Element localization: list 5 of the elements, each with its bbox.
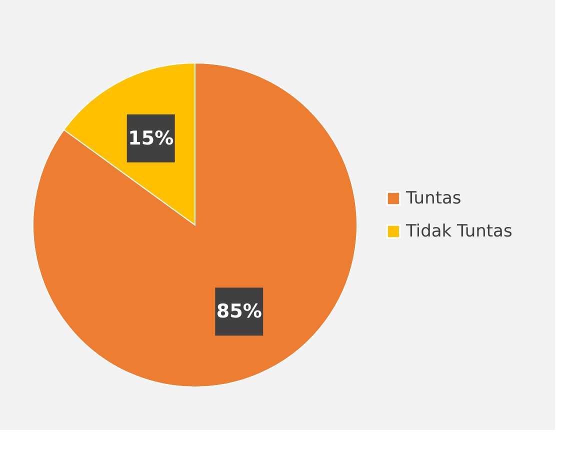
legend-label: Tidak Tuntas <box>405 222 512 242</box>
legend-label: Tuntas <box>405 188 462 208</box>
pie-slice <box>32 62 358 388</box>
data-label: 15% <box>128 127 174 150</box>
data-label: 85% <box>216 300 262 323</box>
